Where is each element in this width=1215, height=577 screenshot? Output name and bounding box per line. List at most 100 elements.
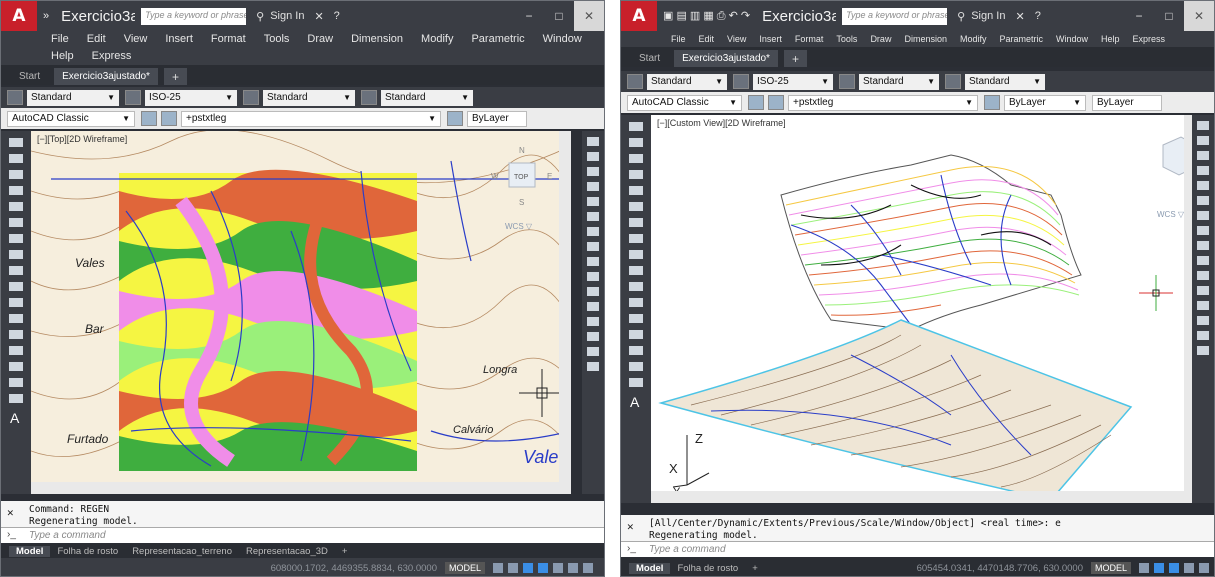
insert-block-icon[interactable]: [9, 298, 23, 307]
move-icon[interactable]: [587, 212, 599, 221]
region-icon[interactable]: [629, 362, 643, 371]
layer-properties-icon[interactable]: [768, 95, 784, 110]
maximize-button[interactable]: □: [555, 9, 563, 23]
coordinates-readout[interactable]: 608000.1702, 4469355.8834, 630.0000: [270, 562, 437, 574]
make-block-icon[interactable]: [629, 298, 643, 307]
offset-icon[interactable]: [587, 182, 599, 191]
binoculars-icon[interactable]: ⚲: [957, 10, 966, 23]
menu-view[interactable]: View: [727, 34, 747, 44]
chamfer-icon[interactable]: [587, 332, 599, 341]
spline-icon[interactable]: [9, 266, 23, 275]
move-icon[interactable]: [1197, 196, 1209, 205]
join-icon[interactable]: [1197, 301, 1209, 310]
menu-parametric[interactable]: Parametric: [471, 33, 525, 45]
annotation-scale-icon[interactable]: [553, 563, 563, 573]
tab-drawing[interactable]: Exercicio3ajustado*: [674, 50, 778, 67]
menu-window[interactable]: Window: [1056, 34, 1089, 44]
polar-icon[interactable]: [1169, 563, 1179, 573]
annotation-scale-icon[interactable]: [1184, 563, 1194, 573]
multiline-text-icon[interactable]: A: [10, 410, 20, 426]
make-current-icon[interactable]: [447, 111, 463, 126]
close-command-icon[interactable]: ✕: [627, 520, 634, 533]
menu-parametric[interactable]: Parametric: [999, 34, 1044, 44]
viewport-label[interactable]: [−][Top][2D Wireframe]: [37, 134, 128, 144]
polar-icon[interactable]: [538, 563, 548, 573]
multiline-text-icon[interactable]: A: [630, 394, 640, 410]
command-prompt-icon[interactable]: ›_: [7, 529, 16, 540]
explode-icon[interactable]: [1197, 346, 1209, 355]
tab-start[interactable]: Start: [639, 53, 661, 64]
sign-in-button[interactable]: Sign In: [270, 10, 305, 22]
autocad-logo-icon[interactable]: A: [621, 1, 657, 31]
menu-insert[interactable]: Insert: [165, 33, 193, 45]
table-style-icon[interactable]: [839, 74, 855, 89]
table-icon[interactable]: [629, 378, 643, 387]
tab-model[interactable]: Model: [9, 545, 51, 557]
drawing-viewport[interactable]: Vales Bar Furtado Longra Calvário Vale T…: [31, 131, 571, 494]
text-style-dropdown[interactable]: Standard ▼: [647, 73, 727, 90]
search-input[interactable]: Type a keyword or phrase: [842, 7, 948, 25]
menu-express[interactable]: Express: [91, 50, 132, 62]
line-tool-icon[interactable]: [9, 138, 23, 147]
insert-block-icon[interactable]: [629, 282, 643, 291]
trim-icon[interactable]: [1197, 256, 1209, 265]
stretch-icon[interactable]: [587, 257, 599, 266]
tab-folha-de-rosto[interactable]: Folha de rosto: [677, 562, 739, 574]
text-style-icon[interactable]: [627, 74, 643, 89]
coordinates-readout[interactable]: 605454.0341, 4470148.7706, 630.0000: [916, 562, 1083, 574]
revision-cloud-icon[interactable]: [629, 234, 643, 243]
construction-line-icon[interactable]: [9, 154, 23, 163]
model-space-button[interactable]: MODEL: [444, 562, 485, 574]
ortho-icon[interactable]: [523, 563, 533, 573]
menu-draw[interactable]: Draw: [307, 33, 334, 45]
stretch-icon[interactable]: [1197, 241, 1209, 250]
binoculars-icon[interactable]: ⚲: [256, 10, 265, 23]
circle-icon[interactable]: [9, 234, 23, 243]
new-tab-button[interactable]: +: [163, 68, 187, 85]
horizontal-scrollbar[interactable]: [651, 491, 1196, 503]
autocad-logo-icon[interactable]: A: [1, 1, 37, 31]
line-tool-icon[interactable]: [629, 122, 643, 131]
close-button[interactable]: ✕: [574, 1, 604, 31]
drawing-viewport[interactable]: WCS ▽ Z X Y [−][Custom View][2D Wirefram…: [651, 115, 1196, 503]
viewcube[interactable]: TOP N S W E WCS ▽: [491, 146, 552, 231]
menu-tools[interactable]: Tools: [836, 34, 858, 44]
chamfer-icon[interactable]: [1197, 316, 1209, 325]
horizontal-scrollbar[interactable]: [31, 482, 571, 494]
tab-drawing[interactable]: Exercicio3ajustado*: [54, 68, 158, 85]
menu-window[interactable]: Window: [542, 33, 582, 45]
mirror-icon[interactable]: [587, 167, 599, 176]
command-input[interactable]: ›_ Type a command: [1, 527, 604, 543]
table-style-icon[interactable]: [243, 90, 259, 105]
vertical-scrollbar[interactable]: [559, 131, 571, 494]
minimize-button[interactable]: −: [525, 9, 533, 23]
exchange-icon[interactable]: ✕: [314, 10, 324, 23]
array-icon[interactable]: [1197, 181, 1209, 190]
workspace-dropdown[interactable]: AutoCAD Classic ▼: [627, 94, 742, 111]
fillet-icon[interactable]: [1197, 331, 1209, 340]
snap-icon[interactable]: [508, 563, 518, 573]
grid-icon[interactable]: [1139, 563, 1149, 573]
mleader-style-icon[interactable]: [945, 74, 961, 89]
spline-icon[interactable]: [629, 250, 643, 259]
minimize-button[interactable]: −: [1135, 9, 1143, 23]
ellipse-icon[interactable]: [9, 282, 23, 291]
rotate-icon[interactable]: [587, 227, 599, 236]
mirror-icon[interactable]: [1197, 151, 1209, 160]
wcs-menu[interactable]: WCS ▽: [1157, 210, 1185, 219]
rectangle-icon[interactable]: [9, 202, 23, 211]
menu-view[interactable]: View: [123, 33, 148, 45]
arc-icon[interactable]: [9, 218, 23, 227]
viewcube-east[interactable]: E: [547, 172, 552, 181]
tab-representacao-3d[interactable]: Representacao_3D: [246, 545, 328, 557]
text-style-icon[interactable]: [7, 90, 23, 105]
workspace-dropdown[interactable]: AutoCAD Classic ▼: [7, 110, 135, 127]
command-input[interactable]: ›_ Type a command: [621, 541, 1214, 557]
close-button[interactable]: ✕: [1184, 1, 1214, 31]
mleader-style-dropdown[interactable]: Standard ▼: [381, 89, 473, 106]
trim-icon[interactable]: [587, 272, 599, 281]
array-icon[interactable]: [587, 197, 599, 206]
command-prompt-icon[interactable]: ›_: [627, 543, 636, 554]
tab-model[interactable]: Model: [629, 562, 671, 574]
customize-icon[interactable]: [583, 563, 593, 573]
